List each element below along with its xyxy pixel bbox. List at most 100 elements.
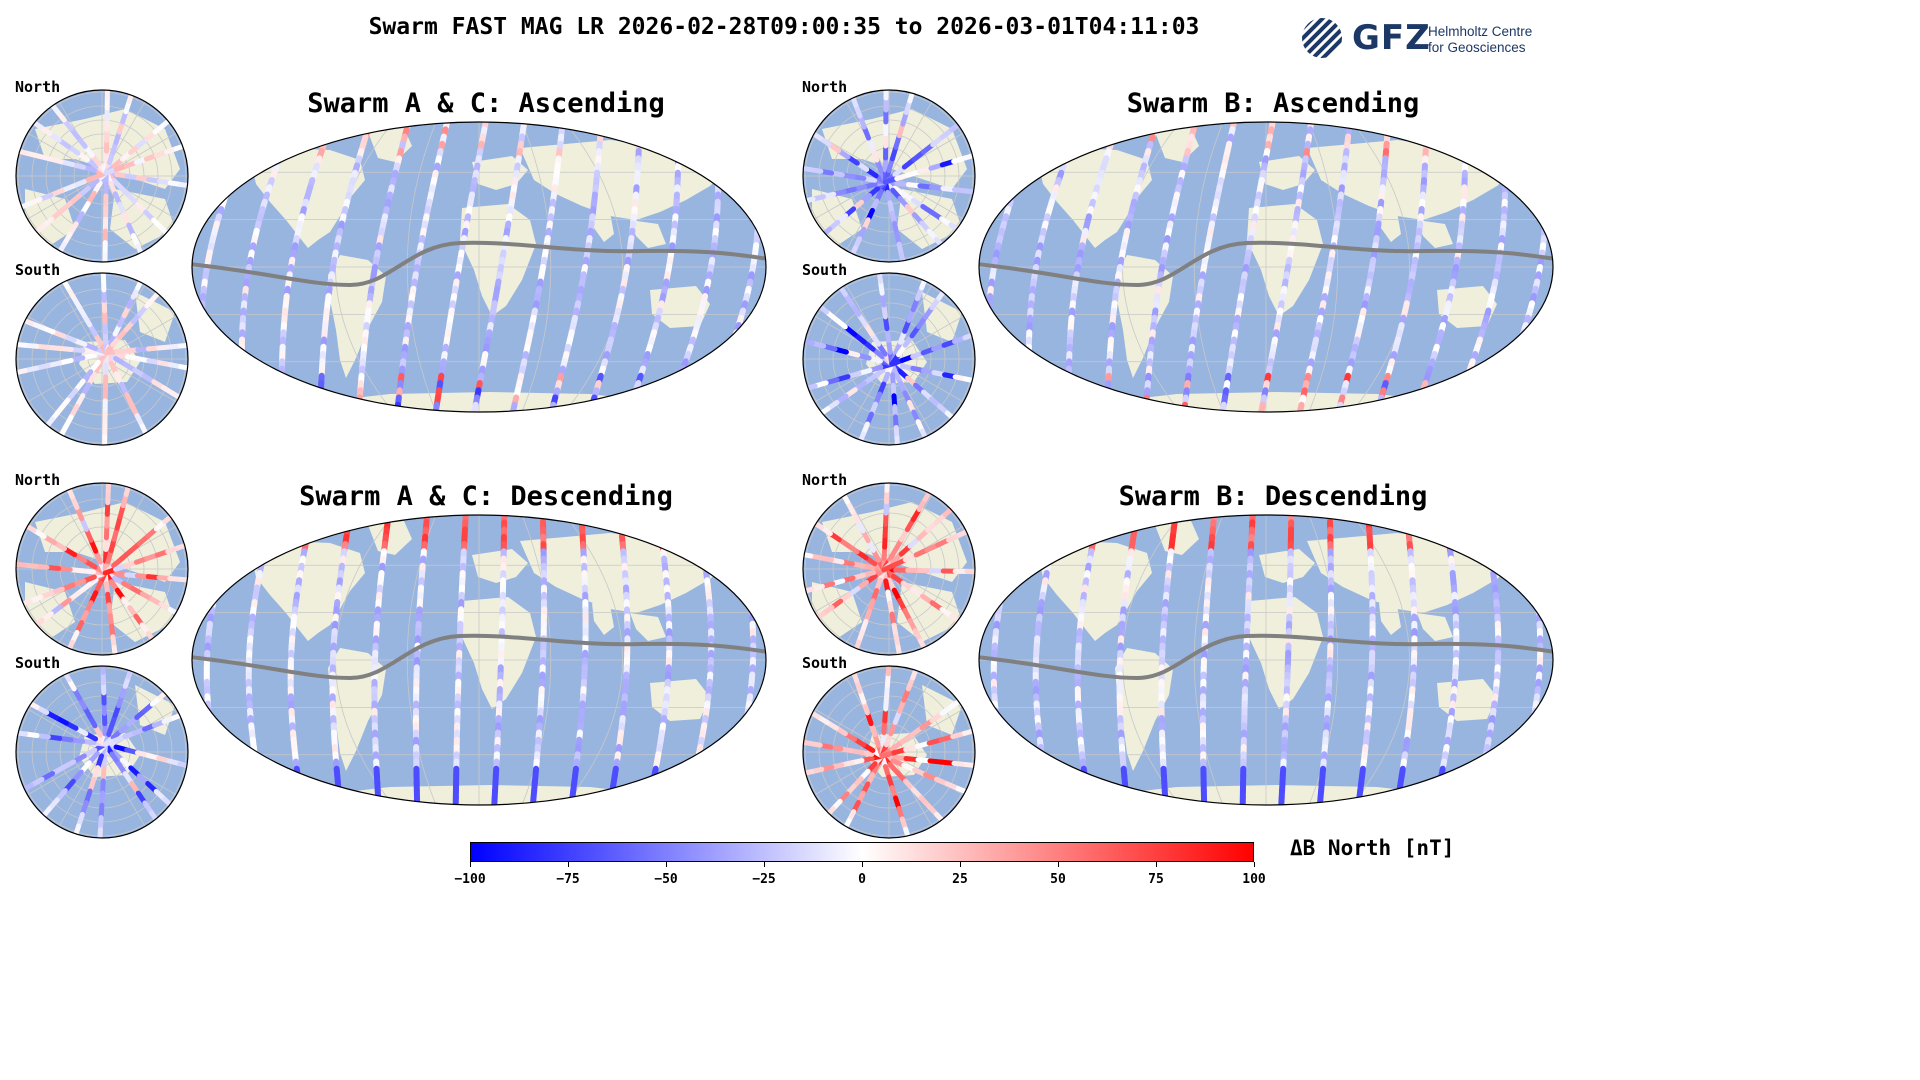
orbit-track-segment — [737, 736, 746, 750]
orbit-track-segment — [1151, 122, 1160, 133]
orbit-track-segment — [245, 126, 255, 140]
orbit-track-segment — [1006, 794, 1015, 805]
world-landmass — [1155, 521, 1199, 555]
orbit-track-segment — [1020, 155, 1030, 169]
colorbar-tickmark — [1058, 862, 1059, 867]
polar-track-segment — [894, 435, 901, 445]
orbit-track-segment — [1045, 794, 1053, 805]
orbit-track-segment — [323, 126, 332, 140]
orbit-track-segment — [239, 140, 249, 154]
orbit-track-segment — [708, 387, 718, 401]
orbit-track-segment — [1016, 515, 1025, 526]
orbit-track-segment — [227, 519, 236, 533]
orbit-track-segment — [1108, 133, 1117, 147]
magnetic-equator-line — [192, 633, 766, 681]
polar-track-segment — [171, 711, 187, 721]
polar-map-border — [15, 665, 189, 839]
orbit-track-segment — [1510, 351, 1519, 365]
orbit-track-segment — [1471, 794, 1479, 805]
orbit-track-segment — [1419, 380, 1429, 394]
orbit-track-segment — [993, 715, 1001, 729]
orbit-track-segment — [1404, 519, 1412, 533]
orbit-track-segment — [1035, 122, 1045, 133]
orbit-track-segment — [1029, 133, 1039, 147]
orbit-track-segment — [1472, 787, 1481, 801]
longitude-gridline — [564, 515, 623, 805]
polar-gridspoke — [101, 751, 146, 827]
colorbar-tickmark — [666, 862, 667, 867]
colorbar-tick-label: 100 — [1242, 872, 1266, 887]
colorbar-tickmark — [862, 862, 863, 867]
orbit-track-segment — [725, 343, 735, 357]
polar-map-border — [802, 272, 976, 446]
colorbar-tickmark — [960, 862, 961, 867]
orbit-track-segment — [1485, 541, 1494, 555]
colorbar-tick-label: −75 — [556, 872, 580, 887]
orbit-track-segment — [1093, 515, 1102, 526]
world-landmass — [592, 210, 614, 242]
orbit-track-segment — [1071, 126, 1081, 140]
orbit-track-segment — [743, 570, 751, 584]
orbit-track-segment — [1524, 736, 1533, 750]
orbit-track-segment — [216, 780, 225, 794]
colorbar-tickmark — [1156, 862, 1157, 867]
orbit-track-segment — [647, 787, 655, 801]
orbit-track-segment — [741, 555, 749, 569]
polar-track-segment — [173, 142, 188, 152]
orbit-track-segment — [302, 533, 311, 547]
polar-landmass — [110, 189, 175, 249]
orbit-track-segment — [617, 515, 624, 526]
polar-track-segment — [123, 483, 132, 497]
world-landmass — [592, 603, 614, 635]
orbit-track-segment — [1529, 715, 1537, 729]
orbit-track-segment — [997, 591, 1005, 605]
orbit-track-segment — [1082, 780, 1090, 794]
orbit-track-segment — [645, 794, 654, 805]
orbit-track-segment — [1040, 765, 1049, 779]
polar-map-border — [802, 665, 976, 839]
polar-map-border — [15, 482, 189, 656]
orbit-track-segment — [732, 515, 741, 526]
orbit-track-segment — [253, 765, 262, 779]
polar-track-segment — [850, 667, 859, 683]
orbit-track-segment — [737, 533, 745, 547]
polar-track-segment — [178, 182, 188, 189]
orbit-track-segment — [210, 744, 218, 758]
orbit-track-segment — [1522, 526, 1531, 540]
orbit-track-segment — [1528, 555, 1536, 569]
orbit-track-segment — [218, 787, 226, 801]
orbit-track-segment — [735, 526, 744, 540]
polar-track-segment — [963, 762, 975, 769]
polar-track-segment — [962, 152, 975, 161]
polar-label-north-2: North — [802, 78, 848, 96]
orbit-track-segment — [739, 729, 747, 743]
orbit-track-segment — [1335, 401, 1344, 412]
world-landmass — [1417, 613, 1453, 641]
orbit-track-segment — [740, 722, 749, 736]
orbit-track-segment — [730, 765, 739, 779]
orbit-track-segment — [364, 122, 373, 133]
orbit-track-segment — [742, 562, 750, 576]
orbit-track-segment — [1008, 541, 1017, 555]
orbit-track-segment — [745, 584, 753, 598]
orbit-track-segment — [321, 133, 330, 147]
orbit-track-segment — [221, 541, 230, 555]
orbit-track-segment — [1374, 401, 1383, 412]
orbit-track-segment — [1000, 577, 1008, 591]
orbit-track-segment — [739, 548, 748, 562]
orbit-track-segment — [1521, 751, 1530, 765]
polar-track-segment — [16, 341, 28, 348]
colorbar — [470, 842, 1254, 862]
orbit-track-segment — [529, 794, 537, 805]
world-map-b-descending — [978, 514, 1554, 806]
orbit-track-segment — [694, 515, 702, 526]
orbit-track-segment — [1014, 519, 1023, 533]
polar-gridspoke — [58, 751, 103, 827]
polar-label-south-3: South — [15, 654, 61, 672]
orbit-track-segment — [609, 780, 617, 794]
orbit-track-segment — [1142, 401, 1150, 412]
orbit-track-segment — [206, 715, 214, 729]
gfz-org-line2: for Geosciences — [1428, 40, 1526, 55]
orbit-track-segment — [264, 526, 273, 540]
orbit-track-segment — [999, 758, 1008, 772]
